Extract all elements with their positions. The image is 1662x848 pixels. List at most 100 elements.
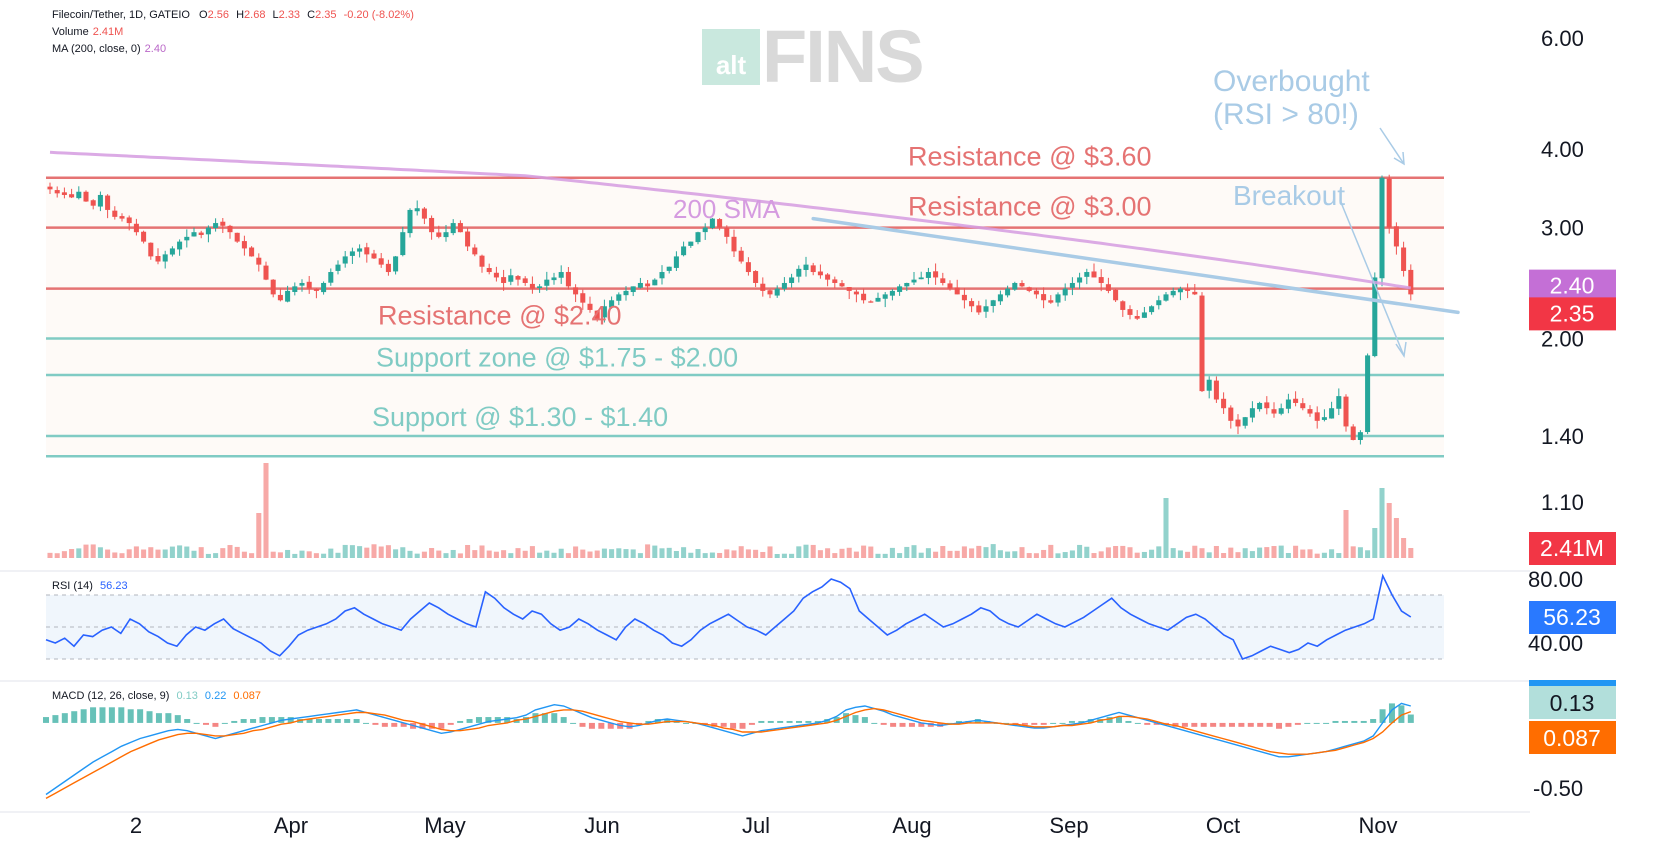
annotation-support: Support @ $1.30 - $1.40 (372, 402, 668, 432)
annotation-resistance-300: Resistance @ $3.00 (908, 192, 1152, 222)
candle-body (1069, 282, 1075, 288)
macd-histogram-bar (607, 722, 614, 729)
macd-histogram-bar (918, 722, 925, 727)
price-tick-label: 2.00 (1541, 326, 1584, 351)
candle-body (990, 300, 996, 307)
volume-bar (220, 548, 226, 558)
macd-histogram-bar (795, 720, 802, 723)
volume-bar (1336, 553, 1342, 558)
volume-bar (630, 549, 636, 558)
macd-histogram-bar (250, 719, 257, 723)
change-value: -0.20 (-8.02%) (343, 9, 414, 21)
macd-histogram-bar (428, 722, 435, 729)
volume-bar (961, 546, 967, 558)
volume-bar (169, 546, 175, 558)
candle-body (1192, 291, 1198, 295)
candle-body (1249, 408, 1255, 418)
candle-body (868, 301, 874, 303)
candle-body (1033, 290, 1039, 295)
candle-body (1177, 288, 1183, 293)
candle-body (1026, 287, 1032, 291)
macd-value-3: 0.087 (233, 690, 261, 702)
volume-bar (1062, 552, 1068, 558)
candle-body (1156, 300, 1162, 306)
candle-body (371, 253, 377, 259)
candle-body (148, 242, 154, 257)
volume-bar (1077, 544, 1083, 558)
macd-histogram-bar (466, 719, 473, 723)
volume-bar (1156, 546, 1162, 558)
candle-body (853, 291, 859, 295)
volume-bar (292, 553, 298, 558)
volume-bar (328, 548, 334, 558)
candle-body (335, 264, 341, 271)
candle-body (1077, 277, 1083, 283)
volume-bar (1235, 552, 1241, 558)
macd-histogram-bar (1379, 709, 1386, 723)
candle-body (205, 227, 211, 235)
macd-histogram-bar (127, 709, 134, 723)
candle-body (83, 191, 89, 202)
volume-bar (1343, 510, 1349, 558)
volume-bar (1048, 544, 1054, 558)
volume-bar (54, 553, 60, 558)
candle-body (249, 247, 255, 257)
candle-body (587, 303, 593, 310)
candle-body (349, 251, 355, 256)
macd-histogram-bar (1191, 722, 1198, 727)
candle-body (745, 262, 751, 273)
macd-histogram-bar (372, 722, 379, 725)
volume-bar (299, 550, 305, 558)
volume-bar (522, 550, 528, 558)
macd-histogram-bar (137, 709, 144, 723)
last-price-tag: 2.35 (1550, 300, 1595, 326)
candle-body (169, 248, 175, 255)
ma-label: MA (200, close, 0) (52, 43, 141, 55)
volume-tag: 2.41M (1540, 535, 1604, 561)
volume-bar (486, 550, 492, 558)
macd-histogram-bar (287, 717, 294, 723)
rsi-header: RSI (14) 56.23 (52, 580, 128, 592)
candle-body (652, 279, 658, 286)
volume-bar (213, 553, 219, 558)
volume-bar (1372, 528, 1378, 558)
volume-bar (421, 551, 427, 558)
volume-bar (1408, 548, 1414, 558)
volume-bar (414, 553, 420, 558)
macd-histogram-bar (1116, 717, 1123, 723)
volume-bar (1213, 545, 1219, 558)
volume-bar (1098, 551, 1104, 558)
volume-bar (429, 548, 435, 558)
signal-tag-bg (1529, 721, 1616, 754)
volume-bar (933, 551, 939, 558)
macd-histogram-bar (683, 722, 690, 724)
candle-body (493, 272, 499, 278)
macd-histogram-bar (551, 713, 558, 723)
x-tick-label: Sep (1049, 813, 1088, 838)
candle-body (983, 306, 989, 312)
volume-bar (263, 463, 269, 558)
candle-body (681, 246, 687, 256)
macd-histogram-bar (1304, 722, 1311, 724)
macd-histogram-bar (334, 719, 341, 723)
macd-line (45, 702, 1411, 796)
overbought-arrow (1379, 127, 1405, 165)
candle-body (1235, 419, 1241, 427)
macd-histogram-bar (1040, 722, 1047, 725)
volume-bar (659, 548, 665, 558)
macd-histogram-bar (786, 720, 793, 723)
candle-body (1300, 403, 1306, 409)
ohlc-h-label: H (236, 9, 245, 21)
candle-body (997, 294, 1003, 302)
volume-bar (803, 544, 809, 558)
volume-bar (925, 548, 931, 558)
candle-body (1055, 294, 1061, 303)
candle-body (609, 300, 615, 308)
candle-body (1329, 408, 1335, 419)
macd-histogram-bar (165, 713, 172, 723)
volume-bar (112, 552, 118, 558)
volume-bar (724, 549, 730, 558)
volume-bar (1350, 546, 1356, 558)
volume-bar (1242, 548, 1248, 558)
candle-body (1242, 417, 1248, 426)
